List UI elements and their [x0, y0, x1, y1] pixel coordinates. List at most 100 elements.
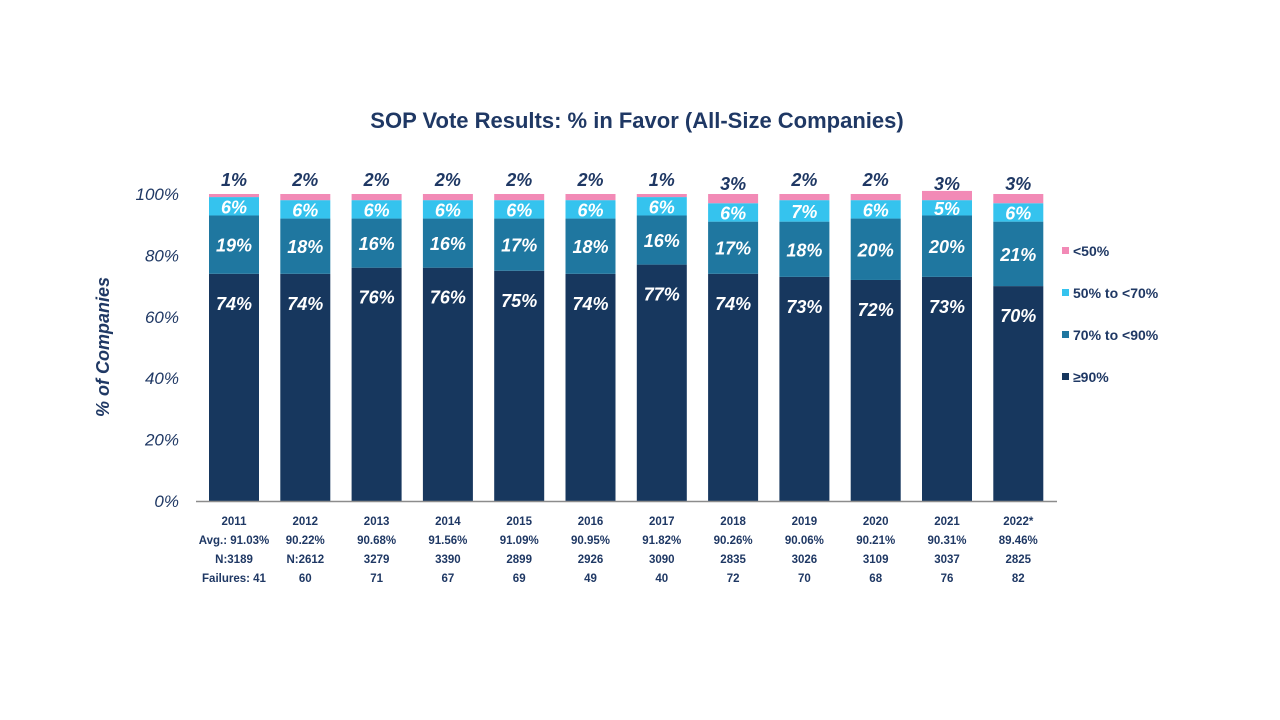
x-info-label: Avg.: 91.03% — [199, 535, 270, 547]
bar-segment — [779, 194, 830, 201]
x-tick-label: 2012 — [293, 516, 319, 528]
data-label: 18% — [786, 240, 822, 260]
data-label: 73% — [786, 297, 822, 317]
x-tick-label: 2016 — [578, 516, 604, 528]
y-tick-label: 40% — [145, 369, 179, 388]
x-info-label: 90.06% — [785, 535, 824, 547]
bar-segment — [565, 218, 616, 274]
data-label: 18% — [572, 237, 608, 257]
bar-segment — [494, 218, 545, 271]
bar-segment — [779, 221, 830, 277]
x-info-label: 68 — [869, 573, 882, 585]
data-label: 6% — [1005, 203, 1031, 223]
bar-segment — [494, 270, 545, 501]
data-label: 6% — [364, 200, 390, 220]
legend-label: 70% to <90% — [1073, 327, 1159, 343]
legend-swatch — [1062, 331, 1069, 338]
bar-segment — [779, 276, 830, 501]
x-info-label: N:3189 — [215, 554, 253, 566]
legend-label: ≥90% — [1073, 369, 1109, 385]
bar-segment — [708, 194, 759, 204]
y-tick-label: 20% — [144, 431, 179, 450]
bar-segment — [850, 194, 901, 201]
data-label: 17% — [501, 236, 537, 256]
y-axis: 0% 20% 40% 60% 80% 100% — [136, 185, 179, 511]
x-info-label: 71 — [370, 573, 383, 585]
x-info-label: 72 — [727, 573, 740, 585]
bar-segment — [922, 215, 972, 277]
data-label: 2% — [505, 170, 532, 190]
data-label: 76% — [359, 288, 395, 308]
bar-stack: 74% 18% 6% 2% — [565, 170, 616, 501]
bar-segment — [708, 221, 759, 274]
data-label: 2% — [363, 170, 390, 190]
bar-stack: 74% 17% 6% 3% — [708, 174, 759, 501]
x-info-label: 3037 — [934, 554, 960, 566]
data-label: 70% — [1000, 306, 1036, 326]
data-label: 5% — [934, 199, 960, 219]
data-label: 6% — [506, 200, 532, 220]
x-info-label: 82 — [1012, 573, 1025, 585]
x-info-label: 2825 — [1006, 554, 1032, 566]
x-tick-label: 2022* — [1003, 516, 1034, 528]
bar-segment — [993, 221, 1044, 287]
bar-segment — [565, 273, 616, 501]
data-label: 2% — [434, 170, 461, 190]
x-info-label: 91.56% — [428, 535, 467, 547]
legend: <50% 50% to <70% 70% to <90% ≥90% — [1062, 243, 1159, 385]
bar-stack: 75% 17% 6% 2% — [494, 170, 545, 501]
bar-segment — [209, 197, 259, 216]
bar-segment — [280, 194, 331, 201]
y-tick-label: 100% — [136, 185, 179, 204]
bar-stack: 73% 18% 7% 2% — [779, 170, 830, 501]
x-tick-label: 2021 — [934, 516, 960, 528]
x-info-label: 67 — [442, 573, 455, 585]
data-label: 20% — [928, 237, 965, 257]
bar-stack: 73% 20% 5% 3% — [922, 174, 972, 501]
bar-segment — [280, 218, 331, 274]
data-label: 77% — [644, 285, 680, 305]
bar-segment — [351, 194, 402, 201]
data-label: 1% — [221, 170, 247, 190]
bar-segment — [922, 200, 972, 216]
x-axis: 2011 Avg.: 91.03% N:3189 Failures: 41 2012 90… — [196, 500, 1057, 585]
data-label: 73% — [929, 297, 965, 317]
bar-segment — [779, 200, 830, 222]
data-label: 3% — [934, 174, 960, 194]
bar-segment — [494, 200, 545, 219]
bar-segment — [351, 267, 402, 501]
x-tick-label: 2013 — [364, 516, 390, 528]
x-info-label: 90.68% — [357, 535, 396, 547]
bar-stack: 77% 16% 6% 1% — [636, 170, 687, 501]
data-label: 18% — [287, 237, 323, 257]
data-label: 75% — [501, 291, 537, 311]
x-info-label: 2926 — [578, 554, 604, 566]
legend-label: <50% — [1073, 243, 1110, 259]
x-info-label: 70 — [798, 573, 811, 585]
data-label: 20% — [857, 240, 894, 260]
x-tick-label: 2011 — [222, 516, 248, 528]
data-label: 6% — [649, 197, 675, 217]
x-info-label: 2899 — [506, 554, 532, 566]
bar-segment — [922, 190, 972, 201]
x-info-label: 3090 — [649, 554, 675, 566]
data-label: 3% — [1005, 174, 1031, 194]
bar-segment — [850, 200, 901, 219]
bar-segment — [850, 218, 901, 280]
x-tick-label: 2014 — [435, 516, 461, 528]
bar-segment — [850, 279, 901, 501]
x-info-label: 76 — [941, 573, 954, 585]
x-info-label: 60 — [299, 573, 312, 585]
bar-segment — [209, 215, 259, 274]
x-info-label: 90.95% — [571, 535, 610, 547]
bar-segment — [351, 200, 402, 219]
x-tick-label: 2018 — [720, 516, 746, 528]
x-info-label: 3390 — [435, 554, 461, 566]
data-label: 7% — [791, 202, 817, 222]
data-label: 16% — [644, 231, 680, 251]
x-info-label: 90.22% — [286, 535, 325, 547]
bar-segment — [565, 194, 616, 201]
x-info-label: 91.82% — [642, 535, 681, 547]
bar-segment — [494, 194, 545, 201]
x-info-label: 89.46% — [999, 535, 1038, 547]
